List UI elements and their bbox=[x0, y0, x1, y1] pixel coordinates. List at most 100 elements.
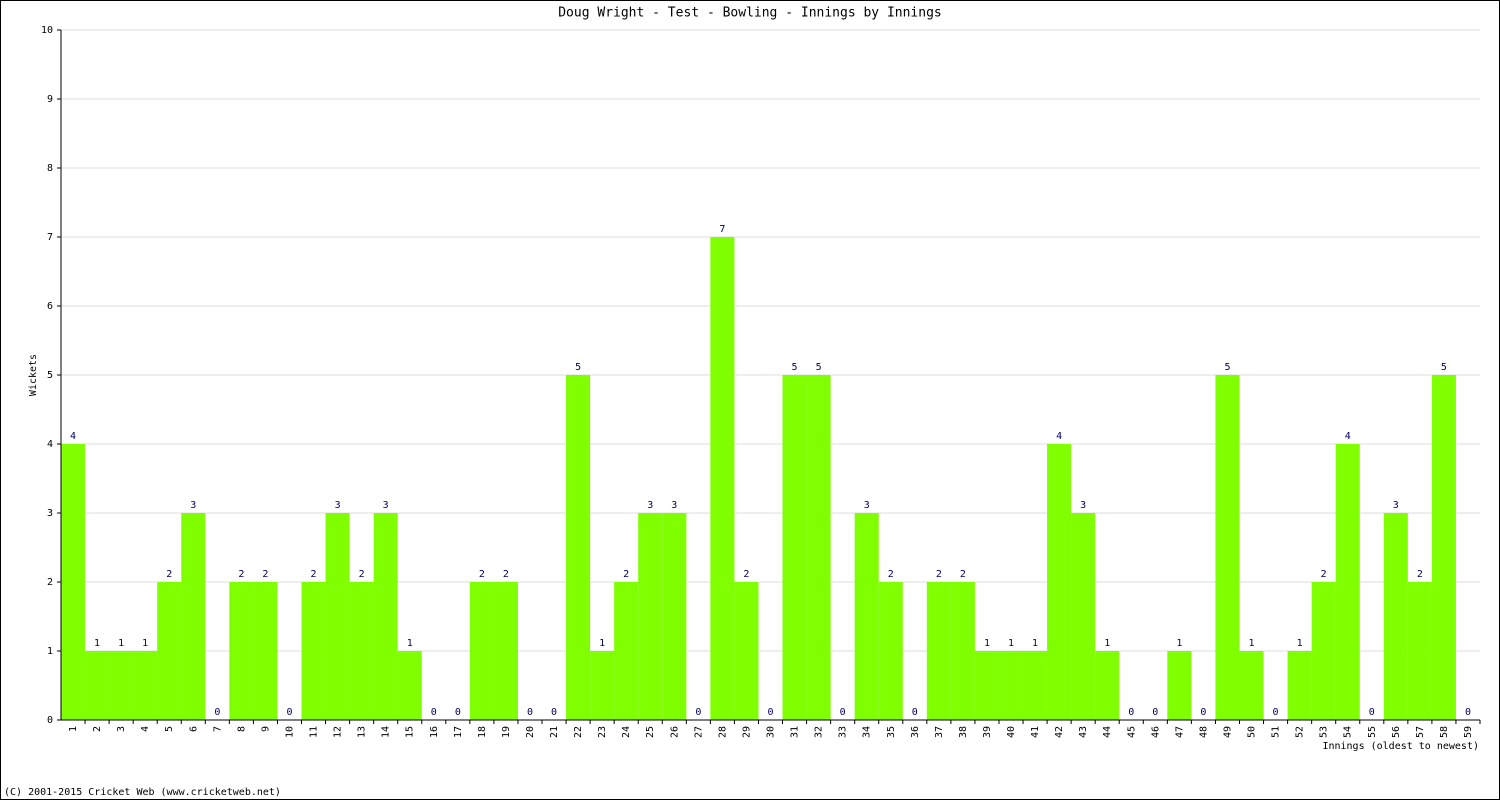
x-tick-label: 18 bbox=[477, 726, 488, 738]
x-tick-label: 22 bbox=[573, 726, 584, 738]
x-tick-label: 21 bbox=[549, 726, 560, 738]
value-label: 0 bbox=[1369, 707, 1375, 718]
y-tick-label: 5 bbox=[47, 370, 53, 381]
bar bbox=[301, 582, 326, 720]
bar bbox=[85, 651, 110, 720]
value-label: 0 bbox=[1200, 707, 1206, 718]
bar bbox=[1095, 651, 1120, 720]
bar bbox=[950, 582, 975, 720]
value-label: 0 bbox=[214, 707, 220, 718]
chart-title: Doug Wright - Test - Bowling - Innings b… bbox=[558, 6, 942, 21]
bar bbox=[998, 651, 1024, 720]
value-label: 3 bbox=[335, 500, 341, 511]
x-tick-label: 10 bbox=[284, 726, 295, 738]
x-tick-label: 7 bbox=[212, 726, 223, 732]
x-tick-label: 31 bbox=[790, 726, 801, 738]
bar bbox=[133, 651, 158, 720]
x-tick-label: 35 bbox=[886, 726, 897, 738]
value-label: 2 bbox=[888, 569, 894, 580]
bar bbox=[1239, 651, 1264, 720]
value-label: 4 bbox=[1056, 431, 1062, 442]
x-tick-label: 53 bbox=[1319, 726, 1330, 738]
x-tick-label: 36 bbox=[910, 726, 921, 738]
x-tick-label: 11 bbox=[309, 726, 320, 738]
value-label: 2 bbox=[623, 569, 629, 580]
bar bbox=[493, 582, 518, 720]
value-label: 1 bbox=[1032, 638, 1038, 649]
value-label: 2 bbox=[503, 569, 509, 580]
y-tick-label: 1 bbox=[47, 646, 53, 657]
x-tick-label: 37 bbox=[934, 726, 945, 738]
value-label: 5 bbox=[1224, 362, 1230, 373]
bar bbox=[1167, 651, 1192, 720]
bar bbox=[638, 513, 663, 720]
x-tick-label: 5 bbox=[164, 726, 175, 732]
x-tick-label: 24 bbox=[621, 726, 632, 738]
value-label: 0 bbox=[1128, 707, 1134, 718]
value-label: 0 bbox=[527, 707, 533, 718]
bar bbox=[1407, 582, 1432, 720]
x-axis-label: Innings (oldest to newest) bbox=[1322, 741, 1479, 752]
x-tick-label: 6 bbox=[188, 726, 199, 732]
bar bbox=[109, 651, 134, 720]
x-tick-label: 47 bbox=[1174, 726, 1185, 738]
x-tick-label: 51 bbox=[1271, 726, 1282, 738]
bar bbox=[782, 375, 807, 720]
value-label: 0 bbox=[840, 707, 846, 718]
value-label: 1 bbox=[142, 638, 148, 649]
x-tick-label: 9 bbox=[260, 726, 271, 732]
value-label: 1 bbox=[1249, 638, 1255, 649]
value-label: 3 bbox=[383, 500, 389, 511]
value-label: 2 bbox=[1417, 569, 1423, 580]
x-tick-label: 27 bbox=[693, 726, 704, 738]
x-tick-label: 48 bbox=[1198, 726, 1209, 738]
x-tick-label: 32 bbox=[814, 726, 825, 738]
x-tick-label: 55 bbox=[1367, 726, 1378, 738]
x-tick-label: 42 bbox=[1054, 726, 1065, 738]
bar bbox=[710, 237, 735, 720]
x-tick-label: 45 bbox=[1126, 726, 1137, 738]
x-tick-label: 38 bbox=[958, 726, 969, 738]
x-tick-label: 54 bbox=[1343, 726, 1354, 738]
value-label: 0 bbox=[455, 707, 461, 718]
value-label: 1 bbox=[407, 638, 413, 649]
bar bbox=[854, 513, 879, 720]
value-label: 0 bbox=[286, 707, 292, 718]
value-label: 3 bbox=[647, 500, 653, 511]
bar bbox=[1383, 513, 1408, 720]
x-tick-label: 28 bbox=[717, 726, 728, 738]
y-tick-label: 0 bbox=[47, 715, 53, 726]
x-tick-label: 52 bbox=[1295, 726, 1306, 738]
value-label: 3 bbox=[190, 500, 196, 511]
x-tick-label: 26 bbox=[669, 726, 680, 738]
x-tick-label: 23 bbox=[597, 726, 608, 738]
x-tick-label: 34 bbox=[862, 726, 873, 738]
x-tick-label: 43 bbox=[1078, 726, 1089, 738]
bar bbox=[469, 582, 494, 720]
value-label: 2 bbox=[936, 569, 942, 580]
value-label: 5 bbox=[816, 362, 822, 373]
value-label: 4 bbox=[70, 431, 76, 442]
value-label: 3 bbox=[864, 500, 870, 511]
x-tick-label: 39 bbox=[982, 726, 993, 738]
x-tick-label: 14 bbox=[381, 726, 392, 738]
value-label: 0 bbox=[1152, 707, 1158, 718]
value-label: 1 bbox=[1297, 638, 1303, 649]
y-axis-label: Wickets bbox=[28, 354, 39, 396]
value-label: 7 bbox=[719, 224, 725, 235]
x-tick-label: 59 bbox=[1463, 726, 1474, 738]
x-tick-label: 46 bbox=[1150, 726, 1161, 738]
bar bbox=[1023, 651, 1048, 720]
value-label: 4 bbox=[1345, 431, 1351, 442]
x-tick-label: 17 bbox=[453, 726, 464, 738]
bar bbox=[590, 651, 615, 720]
value-label: 0 bbox=[551, 707, 557, 718]
x-tick-label: 44 bbox=[1102, 726, 1113, 738]
x-tick-label: 3 bbox=[116, 726, 127, 732]
y-tick-label: 3 bbox=[47, 508, 53, 519]
y-tick-label: 6 bbox=[47, 301, 53, 312]
bar bbox=[878, 582, 903, 720]
value-label: 1 bbox=[1176, 638, 1182, 649]
bar bbox=[662, 513, 687, 720]
